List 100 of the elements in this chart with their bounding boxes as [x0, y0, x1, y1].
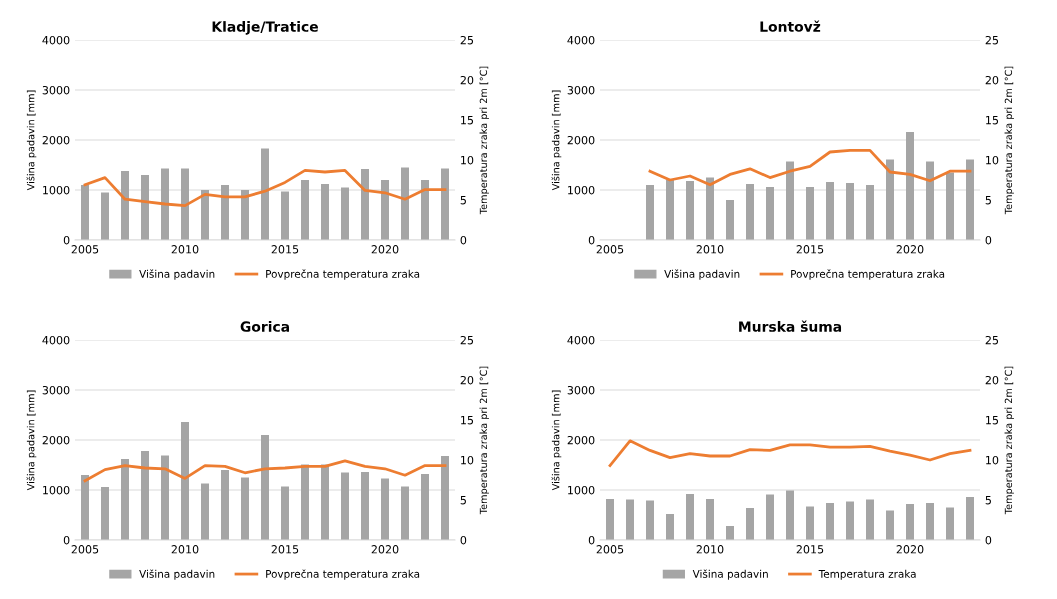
bar	[81, 185, 89, 240]
x-tick-label: 2015	[271, 545, 299, 554]
bar	[301, 180, 309, 240]
y2-tick-label: 20	[985, 75, 999, 85]
legend-label: Povprečna temperatura zraka	[791, 269, 945, 280]
chart-title: Gorica	[240, 321, 289, 332]
chart-title: Lontovž	[760, 20, 821, 32]
bar	[441, 456, 449, 540]
x-tick-label: 2010	[171, 245, 199, 254]
x-tick-label: 2020	[371, 545, 399, 554]
x-tick-label: 2015	[796, 245, 824, 254]
bar	[766, 494, 774, 540]
bar	[341, 472, 349, 540]
bar	[946, 172, 954, 240]
bar	[241, 190, 249, 240]
x-tick-label: 2005	[71, 545, 99, 554]
y2-tick-label: 0	[985, 235, 992, 245]
bar	[826, 503, 834, 540]
line-series	[648, 149, 972, 187]
y2-tick-label: 5	[985, 496, 991, 505]
bar	[221, 470, 229, 540]
y2-tick-label: 25	[460, 35, 474, 45]
bar	[686, 181, 694, 240]
bar	[906, 504, 914, 540]
bar	[726, 526, 734, 540]
y-axis-title: Višina padavin [mm]	[551, 90, 562, 191]
bar	[261, 148, 269, 240]
y2-tick-label: 5	[985, 196, 991, 205]
x-tick-label: 2020	[371, 245, 399, 254]
y-tick-label: 0	[63, 535, 70, 545]
x-tick-label: 2005	[71, 245, 99, 254]
bar	[886, 510, 894, 540]
legend-label: Višina padavin	[664, 269, 740, 280]
bar	[946, 507, 954, 540]
x-tick-label: 2020	[896, 545, 924, 554]
bar	[321, 184, 329, 240]
bar	[606, 499, 614, 540]
y2-tick-label: 0	[460, 235, 467, 245]
bar	[201, 483, 209, 540]
y2-tick-label: 10	[461, 455, 474, 465]
x-tick-label: 2005	[596, 545, 624, 554]
chart-title: Murska šuma	[739, 320, 842, 332]
y-tick-label: 4000	[42, 35, 70, 45]
bar	[161, 455, 169, 540]
bar	[361, 472, 369, 540]
y-axis-title: Višina padavin [mm]	[26, 90, 37, 191]
line-series	[83, 169, 447, 207]
bar	[926, 161, 934, 240]
bar	[141, 175, 149, 240]
y2-tick-label: 10	[986, 455, 999, 465]
chart-title: Kladje/Tratice	[212, 21, 318, 35]
bar	[786, 161, 794, 240]
bar	[786, 490, 794, 540]
bar	[806, 187, 814, 240]
bar	[321, 464, 329, 540]
y2-tick-label: 0	[460, 535, 467, 545]
legend-label: Povprečna temperatura zraka	[266, 269, 420, 280]
y-axis-title: Višina padavin [mm]	[26, 390, 37, 491]
bar	[341, 187, 349, 240]
bar	[846, 501, 854, 540]
y-tick-label: 4000	[567, 335, 595, 345]
bar	[966, 159, 974, 240]
y-tick-label: 1000	[43, 485, 70, 495]
legend-label: Višina padavin	[139, 569, 215, 580]
bar	[866, 499, 874, 540]
y-tick-label: 1000	[568, 185, 595, 195]
bar	[421, 180, 429, 240]
bar	[441, 168, 449, 240]
y2-tick-label: 5	[460, 196, 466, 205]
bar	[241, 477, 249, 540]
y-tick-label: 1000	[568, 485, 595, 495]
legend-label: Temperatura zraka	[818, 569, 916, 580]
bar	[966, 497, 974, 540]
y-axis-title: Višina padavin [mm]	[551, 390, 562, 491]
y2-tick-label: 10	[461, 155, 474, 165]
y2-tick-label: 25	[985, 35, 999, 45]
y2-tick-label: 20	[985, 375, 999, 385]
y-tick-label: 3000	[42, 85, 70, 95]
legend-label: Povprečna temperatura zraka	[266, 569, 420, 580]
bar	[401, 486, 409, 540]
y2-axis-title: Temperatura zraka pri 2m [°C]	[1004, 66, 1014, 215]
bar	[381, 180, 389, 240]
y-tick-label: 2000	[567, 135, 595, 145]
line-series	[83, 459, 447, 483]
y2-tick-label: 15	[461, 416, 474, 425]
y2-tick-label: 20	[460, 75, 474, 85]
bar	[141, 451, 149, 540]
bar	[766, 187, 774, 240]
y2-axis-title: Temperatura zraka pri 2m [°C]	[1004, 366, 1014, 515]
y2-axis-title: Temperatura zraka pri 2m [°C]	[479, 66, 489, 215]
bar	[666, 514, 674, 540]
bar	[201, 190, 209, 240]
bar	[181, 168, 189, 240]
y-tick-label: 3000	[567, 85, 595, 95]
y2-tick-label: 15	[986, 116, 999, 125]
y-tick-label: 4000	[567, 35, 595, 45]
bar	[846, 183, 854, 240]
y-tick-label: 0	[588, 235, 595, 245]
bar	[181, 422, 189, 540]
line-series	[608, 439, 972, 467]
